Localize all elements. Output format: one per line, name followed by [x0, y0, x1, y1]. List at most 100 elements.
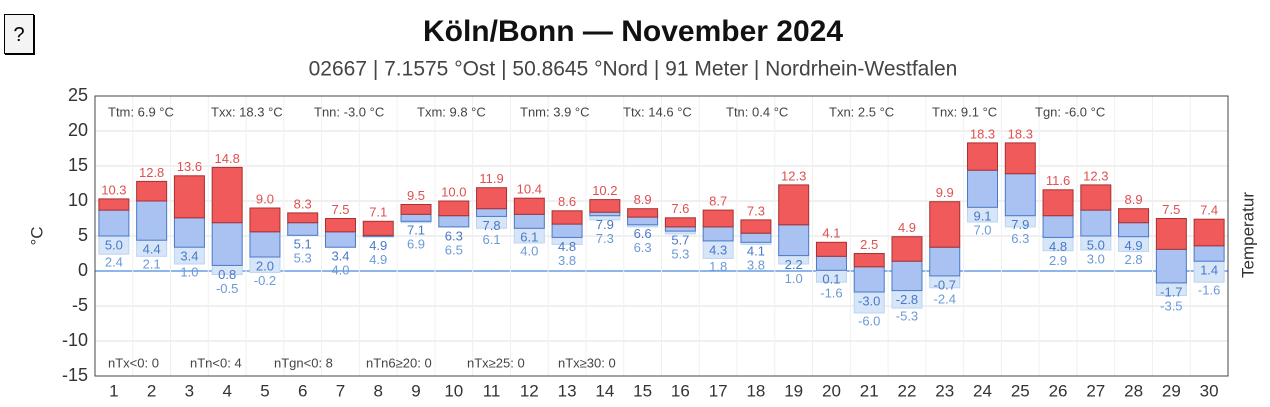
min-mean-bar	[1004, 173, 1036, 217]
stat-top: Txm: 9.8 °C	[417, 104, 486, 119]
min-mean-bar	[249, 231, 281, 258]
mean-max-bar	[173, 175, 205, 219]
min-label: 2.0	[256, 258, 274, 273]
ground-min-label: 4.0	[520, 244, 538, 259]
min-label: -0.7	[934, 277, 956, 292]
mean-max-bar	[967, 142, 999, 171]
y-tick-label: 15	[68, 155, 88, 175]
ground-min-label: 1.0	[180, 264, 198, 279]
min-label: 5.0	[105, 237, 123, 252]
mean-max-bar	[627, 208, 659, 218]
stat-top: Tnn: -3.0 °C	[314, 104, 384, 119]
max-label: 10.4	[517, 182, 542, 197]
stat-bottom: nTx<0: 0	[108, 355, 159, 370]
max-label: 10.2	[592, 183, 617, 198]
x-tick-label: 26	[1049, 381, 1068, 400]
ground-min-label: -1.6	[1198, 283, 1220, 298]
ground-min-label: 7.0	[973, 223, 991, 238]
x-tick-label: 25	[1011, 381, 1030, 400]
min-label: 4.9	[369, 238, 387, 253]
stat-top: Tgn: -6.0 °C	[1035, 104, 1105, 119]
ground-min-label: 1.0	[785, 271, 803, 286]
help-button[interactable]: ?	[4, 14, 34, 54]
min-label: 9.1	[973, 209, 991, 224]
mean-max-bar	[324, 218, 356, 233]
mean-max-bar	[211, 166, 243, 224]
ground-min-label: 7.3	[596, 231, 614, 246]
max-label: 4.9	[898, 220, 916, 235]
min-label: 6.3	[445, 228, 463, 243]
min-mean-bar	[324, 231, 356, 248]
min-label: -1.7	[1160, 284, 1182, 299]
min-label: 4.4	[143, 242, 161, 257]
min-label: 3.4	[331, 249, 349, 264]
max-label: 7.5	[1162, 202, 1180, 217]
stat-bottom: nTn6≥20: 0	[366, 355, 432, 370]
min-mean-bar	[853, 266, 885, 293]
mean-max-bar	[249, 207, 281, 233]
stat-bottom: nTgn<0: 8	[274, 355, 333, 370]
min-mean-bar	[1155, 248, 1187, 284]
min-label: 4.3	[709, 242, 727, 257]
ground-min-label: 2.8	[1125, 252, 1143, 267]
max-label: 7.4	[1200, 203, 1218, 218]
mean-max-bar	[664, 217, 696, 228]
mean-max-bar	[589, 199, 621, 213]
min-mean-bar	[627, 216, 659, 226]
ground-min-label: -3.5	[1160, 298, 1182, 313]
ground-min-label: -0.2	[254, 273, 276, 288]
min-label: -2.8	[896, 292, 918, 307]
min-mean-bar	[891, 260, 923, 292]
max-label: 11.9	[479, 171, 503, 186]
mean-max-bar	[400, 204, 432, 215]
x-tick-label: 18	[746, 381, 765, 400]
y2-axis-label: Temperatur	[1238, 192, 1257, 278]
stat-bottom: nTx≥30: 0	[558, 355, 616, 370]
min-label: 0.1	[822, 272, 840, 287]
min-mean-bar	[513, 213, 545, 229]
min-mean-bar	[551, 223, 583, 238]
max-label: 8.7	[709, 194, 727, 209]
x-tick-label: 20	[822, 381, 841, 400]
y-tick-label: -15	[62, 365, 88, 385]
stat-top: Txn: 2.5 °C	[829, 104, 894, 119]
x-tick-label: 6	[298, 381, 307, 400]
ground-min-label: 6.5	[445, 242, 463, 257]
min-mean-bar	[967, 169, 999, 208]
x-tick-label: 2	[147, 381, 156, 400]
max-label: 8.6	[558, 194, 576, 209]
min-mean-bar	[173, 217, 205, 248]
min-label: 4.8	[558, 239, 576, 254]
stat-top: Ttn: 0.4 °C	[726, 104, 788, 119]
ground-min-label: -6.0	[858, 313, 880, 328]
stat-top: Tnx: 9.1 °C	[932, 104, 997, 119]
x-tick-label: 29	[1162, 381, 1181, 400]
max-label: 11.6	[1046, 173, 1070, 188]
mean-max-bar	[853, 253, 885, 268]
x-tick-label: 22	[898, 381, 917, 400]
x-tick-label: 9	[411, 381, 420, 400]
min-mean-bar	[98, 209, 130, 237]
min-label: 6.6	[634, 226, 652, 241]
x-tick-label: 12	[520, 381, 539, 400]
min-mean-bar	[1042, 215, 1074, 238]
stat-top: Ttx: 14.6 °C	[623, 104, 692, 119]
y-tick-label: 5	[78, 225, 88, 245]
max-label: 12.8	[139, 165, 164, 180]
mean-max-bar	[778, 184, 810, 226]
ground-min-label: 6.3	[1011, 231, 1029, 246]
min-label: 4.9	[1125, 238, 1143, 253]
mean-max-bar	[551, 210, 583, 225]
mean-max-bar	[1155, 218, 1187, 250]
mean-max-bar	[287, 212, 319, 224]
min-mean-bar	[1193, 245, 1225, 262]
x-tick-label: 30	[1200, 381, 1219, 400]
mean-max-bar	[1193, 218, 1225, 247]
min-mean-bar	[929, 246, 961, 277]
x-tick-label: 8	[374, 381, 383, 400]
min-label: 7.1	[407, 223, 425, 238]
min-mean-bar	[1118, 222, 1150, 238]
y-axis-label: °C	[27, 226, 46, 245]
